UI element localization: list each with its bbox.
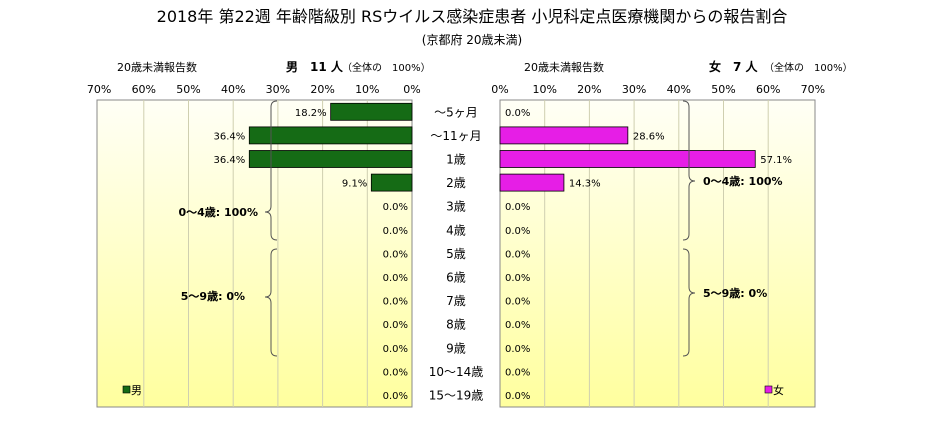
female-legend-label: 女 bbox=[773, 383, 784, 397]
female-x-tick-label: 30% bbox=[622, 83, 646, 96]
male-data-label: 0.0% bbox=[383, 367, 408, 378]
age-category-label: ～5ヶ月 bbox=[434, 105, 478, 119]
male-data-label: 0.0% bbox=[383, 226, 408, 237]
male-data-label: 36.4% bbox=[214, 155, 246, 166]
male-bar bbox=[330, 102, 413, 121]
male-data-label: 0.0% bbox=[383, 249, 408, 260]
age-category-label: 9歳 bbox=[446, 341, 466, 355]
female-x-axis: 0% 10% 20% 30% 40% 50% 60% 70% bbox=[491, 83, 825, 96]
male-data-label: 0.0% bbox=[383, 297, 408, 308]
male-data-label: 0.0% bbox=[383, 273, 408, 284]
female-x-tick-label: 60% bbox=[756, 83, 780, 96]
female-data-label: 28.6% bbox=[633, 131, 665, 142]
female-brace-0-4-label: 0～4歳: 100% bbox=[703, 174, 783, 188]
magenta-square-icon bbox=[764, 385, 773, 394]
female-x-tick-label: 0% bbox=[491, 83, 508, 96]
male-x-tick-label: 20% bbox=[310, 83, 334, 96]
female-data-label: 0.0% bbox=[505, 391, 530, 402]
male-bars: 18.2% 36.4% 36.4% 9.1% 0.0% 0.0% 0.0% 0.0% 0.0% 0… bbox=[214, 102, 413, 402]
female-brace-0-4-icon bbox=[682, 100, 696, 241]
female-data-label: 0.0% bbox=[505, 249, 530, 260]
female-bars: 0.0% 28.6% 57.1% 14.3% 0.0% 0.0% 0.0% 0.0% 0.0% 0… bbox=[499, 108, 792, 402]
chart-subtitle: (京都府 20歳未満) bbox=[422, 32, 522, 47]
male-brace-5-9-label: 5～9歳: 0% bbox=[181, 289, 245, 303]
green-square-icon bbox=[122, 385, 131, 394]
female-brace-5-9-label: 5～9歳: 0% bbox=[703, 286, 767, 300]
male-x-tick-label: 70% bbox=[87, 83, 111, 96]
male-total: 男 11 人 bbox=[286, 59, 344, 74]
age-category-label: 10～14歳 bbox=[429, 365, 484, 379]
male-bar bbox=[370, 173, 413, 192]
age-category-label: 8歳 bbox=[446, 318, 466, 332]
male-percent-label: （全体の 100%） bbox=[342, 61, 431, 74]
male-data-label: 9.1% bbox=[342, 179, 367, 190]
female-data-label: 14.3% bbox=[569, 179, 601, 190]
male-brace-0-4-icon bbox=[264, 100, 278, 241]
female-data-label: 0.0% bbox=[505, 273, 530, 284]
female-data-label: 0.0% bbox=[505, 202, 530, 213]
female-x-tick-label: 40% bbox=[667, 83, 691, 96]
female-x-tick-label: 50% bbox=[711, 83, 735, 96]
female-x-tick-label: 70% bbox=[801, 83, 825, 96]
male-legend-label: 男 bbox=[131, 384, 142, 397]
male-data-label: 36.4% bbox=[214, 131, 246, 142]
male-bar bbox=[248, 150, 413, 168]
female-data-label: 0.0% bbox=[505, 344, 530, 355]
female-bar bbox=[499, 150, 756, 168]
male-x-tick-label: 0% bbox=[403, 83, 420, 96]
female-data-label: 0.0% bbox=[505, 320, 530, 331]
male-bar bbox=[248, 126, 413, 145]
female-data-label: 0.0% bbox=[505, 226, 530, 237]
male-data-label: 0.0% bbox=[383, 391, 408, 402]
female-bar bbox=[499, 173, 565, 192]
male-x-tick-label: 10% bbox=[355, 83, 379, 96]
female-total: 女 7 人 bbox=[709, 59, 759, 74]
age-category-label: 15～19歳 bbox=[429, 389, 484, 403]
male-data-label: 0.0% bbox=[383, 320, 408, 331]
age-category-labels: ～5ヶ月 ～11ヶ月 1歳 2歳 3歳 4歳 5歳 6歳 7歳 8歳 9歳 10～14歳 15～19歳 bbox=[429, 105, 484, 402]
female-bar bbox=[499, 126, 629, 145]
female-x-tick-label: 10% bbox=[532, 83, 556, 96]
male-brace-5-9-icon bbox=[264, 248, 278, 357]
male-x-tick-label: 40% bbox=[221, 83, 245, 96]
male-x-axis: 0% 10% 20% 30% 40% 50% 60% 70% bbox=[87, 83, 421, 96]
age-category-label: 7歳 bbox=[446, 294, 466, 308]
female-count-label: 20歳未満報告数 bbox=[524, 61, 604, 74]
age-category-label: ～11ヶ月 bbox=[430, 129, 481, 143]
female-data-label: 57.1% bbox=[760, 155, 792, 166]
female-data-label: 0.0% bbox=[505, 108, 530, 119]
male-data-label: 0.0% bbox=[383, 344, 408, 355]
male-count-label: 20歳未満報告数 bbox=[117, 61, 197, 74]
female-data-label: 0.0% bbox=[505, 297, 530, 308]
male-x-tick-label: 60% bbox=[132, 83, 156, 96]
age-category-label: 3歳 bbox=[446, 200, 466, 214]
age-category-label: 4歳 bbox=[446, 223, 466, 237]
age-category-label: 5歳 bbox=[446, 247, 466, 261]
age-category-label: 1歳 bbox=[446, 153, 466, 167]
male-data-label: 0.0% bbox=[383, 202, 408, 213]
male-data-label: 18.2% bbox=[295, 108, 327, 119]
age-category-label: 6歳 bbox=[446, 271, 466, 285]
male-brace-0-4-label: 0～4歳: 100% bbox=[178, 205, 258, 219]
male-x-tick-label: 50% bbox=[176, 83, 200, 96]
female-brace-5-9-icon bbox=[682, 248, 696, 357]
female-data-label: 0.0% bbox=[505, 367, 530, 378]
male-x-tick-label: 30% bbox=[266, 83, 290, 96]
chart-title: 2018年 第22週 年齢階級別 RSウイルス感染症患者 小児科定点医療機関から… bbox=[157, 7, 788, 26]
age-category-label: 2歳 bbox=[446, 176, 466, 190]
female-x-tick-label: 20% bbox=[577, 83, 601, 96]
female-percent-label: （全体の 100%） bbox=[764, 61, 853, 74]
